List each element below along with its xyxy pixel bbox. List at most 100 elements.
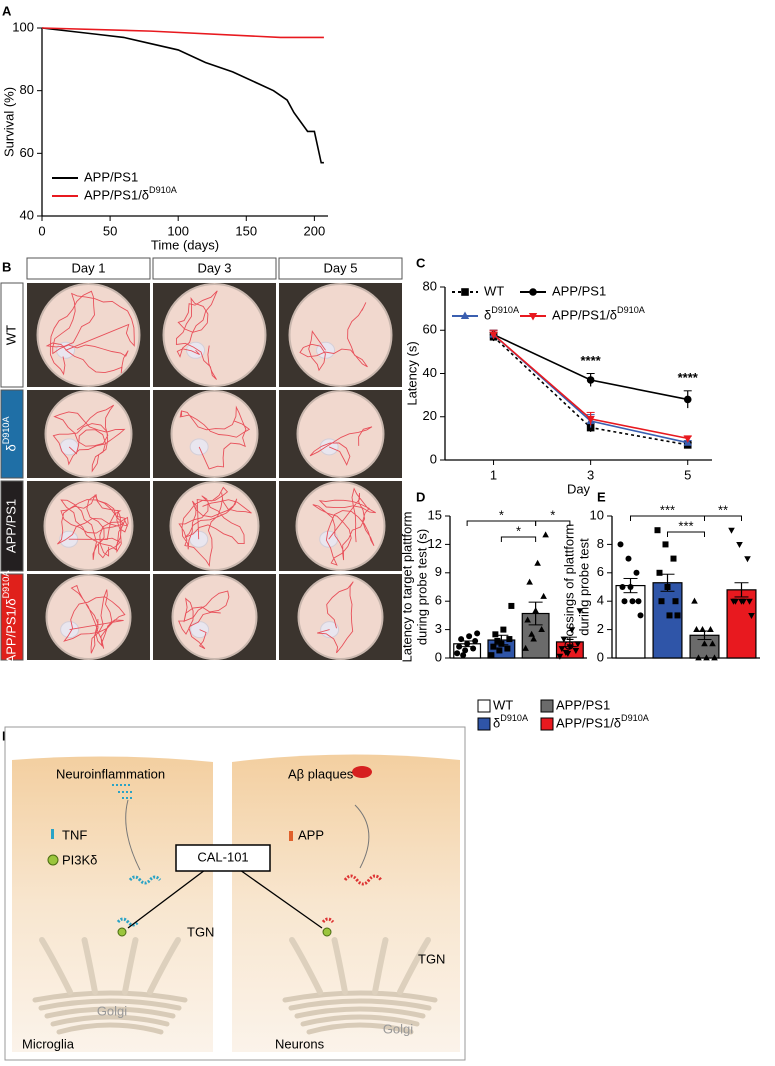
column-header: Day 1 <box>72 260 106 275</box>
marker <box>470 645 477 652</box>
legend-swatch <box>477 717 491 731</box>
swim-track <box>57 494 129 560</box>
marker <box>528 312 538 321</box>
superscript: D910A <box>1 416 11 445</box>
y-tick-label: 8 <box>597 536 604 551</box>
marker <box>490 643 497 650</box>
marker <box>619 584 626 590</box>
diagram-label: Golgi <box>383 1021 413 1036</box>
pool <box>36 283 141 387</box>
y-tick-label: 3 <box>435 621 442 636</box>
marker <box>662 541 669 548</box>
marker <box>664 584 671 590</box>
diagram-label: CAL-101 <box>197 849 248 864</box>
y-tick-label: 4 <box>597 593 604 608</box>
pool <box>170 390 259 478</box>
marker <box>625 555 632 562</box>
y-tick-label: 0 <box>435 649 442 664</box>
diagram-label: Golgi <box>97 1003 127 1018</box>
y-axis-label: Survival (%) <box>1 87 16 157</box>
swim-track <box>179 405 251 470</box>
app-icon <box>289 831 293 841</box>
marker <box>633 569 640 576</box>
swim-track <box>178 486 252 567</box>
legend-swatch <box>477 699 491 713</box>
y-tick-label: 100 <box>12 19 34 34</box>
superscript: D910A <box>1 570 11 599</box>
legend-label: δD910A <box>484 305 520 322</box>
marker <box>683 435 692 443</box>
x-tick-label: 3 <box>587 467 594 482</box>
pool <box>295 481 386 571</box>
marker <box>635 598 642 605</box>
marker <box>560 636 568 643</box>
y-tick-label: 6 <box>597 564 604 579</box>
pi3k-dot <box>117 927 127 937</box>
marker <box>699 626 706 632</box>
marker <box>458 636 465 643</box>
marker <box>506 636 513 643</box>
legend-label: APP/PS1/δD910A <box>552 305 646 322</box>
pool <box>169 481 260 571</box>
marker <box>744 556 751 563</box>
y-axis-label: Crossings of plattform <box>561 524 576 650</box>
golgi-cisterna <box>56 1022 164 1035</box>
panel-letter: A <box>2 3 12 18</box>
diagram-label: Aβ plaques <box>288 766 354 781</box>
marker <box>683 395 692 404</box>
superscript: D910A <box>149 185 178 195</box>
row-label: WT <box>3 325 18 345</box>
superscript: D910A <box>617 305 646 315</box>
marker <box>494 637 501 644</box>
pool <box>45 574 132 660</box>
tgn-tubule <box>122 937 139 995</box>
x-tick-label: 0 <box>38 223 45 238</box>
marker <box>461 288 469 296</box>
marker <box>637 612 644 619</box>
legend-label: APP/PS1/δD910A <box>556 713 650 730</box>
legend-swatch <box>540 699 554 713</box>
inhibition-line <box>239 869 323 929</box>
diagram-label: Microglia <box>22 1036 75 1051</box>
superscript: D910A <box>500 713 529 723</box>
marker <box>522 644 529 651</box>
legend-label: APP/PS1 <box>84 169 138 184</box>
marker <box>574 641 582 648</box>
marker <box>488 652 495 659</box>
legend-swatch <box>540 717 554 731</box>
marker <box>617 541 624 548</box>
bar <box>615 584 646 659</box>
pool <box>43 481 134 571</box>
x-axis-label: Time (days) <box>151 237 219 252</box>
marker <box>530 635 537 642</box>
marker <box>462 647 469 654</box>
tnf-icon <box>51 829 54 839</box>
significance-bracket <box>704 515 742 521</box>
pi3k-icon <box>47 854 59 866</box>
marker <box>693 626 700 632</box>
tgn-tubule <box>372 937 389 995</box>
marker <box>703 654 710 661</box>
marker <box>736 542 743 548</box>
panel-letter: D <box>416 489 425 504</box>
drug-box <box>175 844 271 872</box>
pool <box>296 390 385 478</box>
x-tick-label: 1 <box>490 467 497 482</box>
significance-label: * <box>516 523 521 538</box>
y-tick-label: 9 <box>435 564 442 579</box>
marker <box>654 527 661 534</box>
y-tick-label: 80 <box>20 82 34 97</box>
diagram-label: Neurons <box>275 1036 325 1051</box>
marker <box>707 626 714 632</box>
marker <box>474 630 481 637</box>
swim-track <box>63 584 126 654</box>
marker <box>666 612 673 619</box>
inhibition-line <box>127 869 206 929</box>
marker <box>728 527 735 534</box>
pool <box>162 283 267 387</box>
marker <box>524 616 531 623</box>
legend-label: APP/PS1 <box>556 697 610 712</box>
significance-label: * <box>499 507 504 522</box>
